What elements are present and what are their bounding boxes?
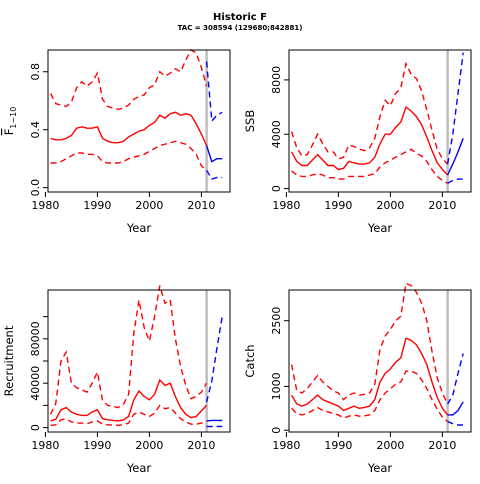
historic-upper-line: [49, 285, 208, 415]
y-tick-label: 80000: [29, 321, 42, 356]
x-tick-label: 2010: [428, 199, 456, 212]
y-axis-label-main: F: [2, 129, 16, 136]
y-axis-label-subscript: 1−10: [9, 107, 18, 129]
x-tick-label: 1990: [324, 439, 352, 452]
x-tick-label: 2010: [428, 439, 456, 452]
ssb-panel: 1980 1990 2000 2010 0 4000 8000 Year SSB: [243, 49, 472, 235]
projection-median-line: [447, 401, 464, 416]
plot-frame: [288, 49, 472, 193]
x-tick-label: 1990: [324, 199, 352, 212]
historic-median-line: [290, 105, 449, 176]
chart-subtitle: TAC = 308594 (129680;842881): [178, 24, 303, 32]
projection-upper-line: [446, 353, 464, 405]
x-tick-label: 2000: [376, 439, 404, 452]
x-tick-label: 1980: [31, 199, 59, 212]
historic-upper-line: [49, 49, 208, 111]
historic-lower-line: [50, 140, 208, 171]
historic-lower-line: [291, 148, 448, 184]
historic-upper-line: [290, 61, 449, 165]
projection-median-line: [206, 419, 223, 422]
catch-panel: 1980 1990 2000 2010 0 1000 2500 Year Catch: [243, 282, 472, 475]
historic-median-line: [50, 111, 208, 146]
y-tick-label: 40000: [29, 366, 42, 401]
y-axis-label: Catch: [243, 344, 257, 377]
x-tick-label: 2010: [187, 439, 215, 452]
plot-frame: [47, 289, 231, 433]
f-panel: 1980 1990 2000 2010 0.0 0.4 0.8 Year F1−10: [2, 49, 231, 235]
projection-upper-line: [205, 61, 223, 123]
plot-frame: [47, 49, 231, 193]
historic-median-line: [290, 337, 449, 416]
y-axis-label: F1−10: [2, 107, 18, 136]
x-axis-label: Year: [126, 461, 152, 475]
y-tick-label: 0.8: [29, 63, 42, 81]
historic-lower-line: [50, 404, 207, 427]
y-tick-label: 2500: [270, 307, 283, 335]
historic-median-line: [50, 378, 208, 422]
y-tick-label: 0.4: [29, 121, 42, 139]
recruitment-panel: 1980 1990 2000 2010 0 40000 80000 Year Recruitme…: [2, 285, 231, 475]
x-tick-label: 1990: [83, 439, 111, 452]
plot-frame: [288, 289, 472, 433]
x-tick-label: 1980: [31, 439, 59, 452]
projection-upper-line: [446, 52, 464, 165]
projection-median-line: [446, 138, 464, 176]
y-tick-label: 8000: [270, 66, 283, 94]
historic-upper-line: [290, 282, 449, 405]
x-tick-label: 2010: [187, 199, 215, 212]
x-tick-label: 2000: [135, 199, 163, 212]
chart-title: Historic F: [213, 12, 267, 23]
projection-median-line: [205, 145, 223, 163]
x-tick-label: 2000: [135, 439, 163, 452]
projection-upper-line: [205, 316, 223, 403]
x-tick-label: 1990: [83, 199, 111, 212]
y-tick-label: 0: [270, 185, 283, 192]
x-tick-label: 2000: [376, 199, 404, 212]
x-tick-label: 1980: [272, 199, 300, 212]
projection-lower-line: [205, 169, 223, 180]
x-axis-label: Year: [367, 461, 393, 475]
y-axis-label: SSB: [243, 110, 257, 133]
historic-lower-line: [291, 370, 449, 423]
y-tick-label: 0: [270, 427, 283, 434]
y-tick-label: 0: [29, 424, 42, 431]
y-tick-label: 1000: [270, 372, 283, 400]
projection-lower-line: [447, 178, 464, 184]
y-tick-label: 0.0: [29, 179, 42, 197]
projection-lower-line: [447, 420, 464, 426]
x-axis-label: Year: [367, 221, 393, 235]
y-tick-label: 4000: [270, 120, 283, 148]
x-axis-label: Year: [126, 221, 152, 235]
x-tick-label: 1980: [272, 439, 300, 452]
y-axis-label: Recruitment: [2, 325, 16, 396]
